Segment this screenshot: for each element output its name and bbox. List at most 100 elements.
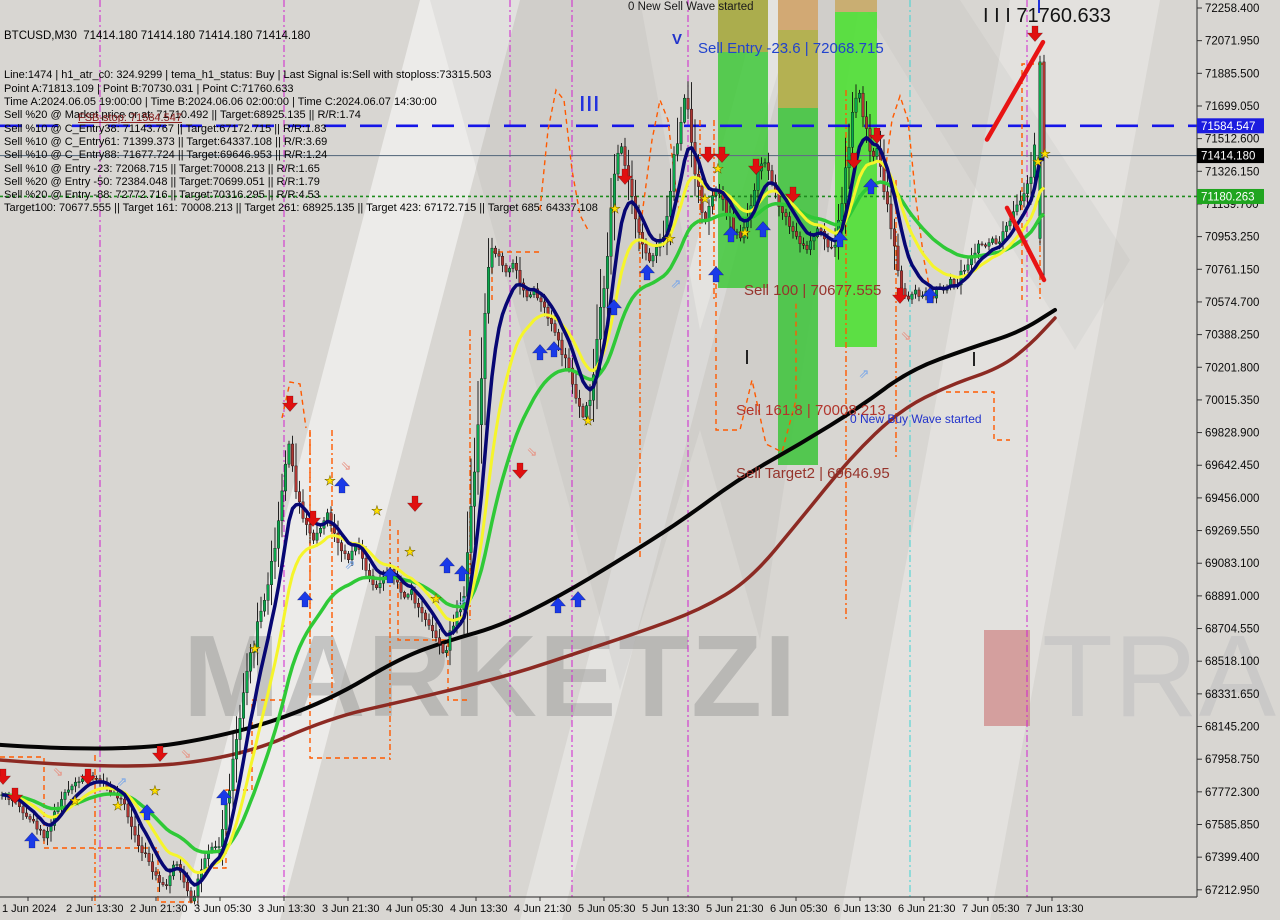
star-signal-icon[interactable]: ★ bbox=[712, 161, 724, 177]
candle-body bbox=[136, 834, 140, 846]
candle-body bbox=[175, 864, 179, 866]
candle-body bbox=[784, 212, 788, 217]
price-tick-label: 68145.200 bbox=[1205, 722, 1259, 734]
entry-arrow-icon[interactable]: ⇗ bbox=[117, 774, 128, 789]
buy-arrow-icon[interactable] bbox=[23, 832, 41, 849]
candle-body bbox=[599, 307, 603, 340]
chart-annotation[interactable]: 0 New Buy Wave started bbox=[850, 412, 982, 426]
star-signal-icon[interactable]: ★ bbox=[664, 231, 676, 247]
chart-annotation[interactable]: V bbox=[672, 31, 682, 48]
star-signal-icon[interactable]: ★ bbox=[1032, 154, 1044, 170]
time-tick-label: 2 Jun 13:30 bbox=[66, 903, 124, 915]
star-signal-icon[interactable]: ★ bbox=[371, 503, 383, 519]
chart-annotation[interactable]: I I I 71760.633 bbox=[983, 5, 1111, 27]
sell-arrow-icon[interactable] bbox=[699, 146, 717, 163]
entry-arrow-icon[interactable]: ⇗ bbox=[457, 594, 468, 609]
star-signal-icon[interactable]: ★ bbox=[1039, 146, 1051, 162]
buy-arrow-icon[interactable] bbox=[605, 299, 623, 316]
sell-arrow-icon[interactable] bbox=[616, 168, 634, 185]
star-signal-icon[interactable]: ★ bbox=[149, 783, 161, 799]
sell-arrow-icon[interactable] bbox=[151, 745, 169, 762]
buy-arrow-icon[interactable] bbox=[549, 597, 567, 614]
buy-arrow-icon[interactable] bbox=[722, 226, 740, 243]
buy-arrow-icon[interactable] bbox=[438, 557, 456, 574]
candle-body bbox=[980, 243, 984, 246]
entry-arrow-icon[interactable]: ⇗ bbox=[345, 557, 356, 572]
star-signal-icon[interactable]: ★ bbox=[582, 413, 594, 429]
buy-arrow-icon[interactable] bbox=[381, 567, 399, 584]
exit-arrow-icon[interactable]: ⇘ bbox=[341, 458, 352, 473]
buy-arrow-icon[interactable] bbox=[569, 591, 587, 608]
star-signal-icon[interactable]: ★ bbox=[404, 544, 416, 560]
candle-body bbox=[1015, 204, 1019, 212]
exit-arrow-icon[interactable]: ⇘ bbox=[53, 764, 64, 779]
price-tick-label: 67772.300 bbox=[1205, 787, 1259, 799]
candle-body bbox=[900, 270, 904, 289]
candle-body bbox=[270, 561, 274, 585]
chart-annotation[interactable]: Sell Entry -23.6 | 72068.715 bbox=[698, 40, 884, 57]
exit-arrow-icon[interactable]: ⇘ bbox=[527, 444, 538, 459]
sell-arrow-icon[interactable] bbox=[868, 127, 886, 144]
sell-arrow-icon[interactable] bbox=[784, 186, 802, 203]
buy-arrow-icon[interactable] bbox=[296, 591, 314, 608]
candle-body bbox=[427, 619, 431, 626]
buy-arrow-icon[interactable] bbox=[453, 565, 471, 582]
candle-body bbox=[858, 92, 862, 99]
buy-arrow-icon[interactable] bbox=[215, 789, 233, 806]
sell-arrow-icon[interactable] bbox=[891, 287, 909, 304]
entry-arrow-icon[interactable]: ⇗ bbox=[859, 366, 870, 381]
sell-arrow-icon[interactable] bbox=[304, 510, 322, 527]
chart-annotation[interactable]: Sell 161.8 | 70008.213 bbox=[736, 402, 886, 419]
buy-arrow-icon[interactable] bbox=[545, 341, 563, 358]
chart-annotation[interactable]: Sell 100 | 70677.555 bbox=[744, 282, 881, 299]
candle-body bbox=[231, 758, 235, 791]
entry-arrow-icon[interactable]: ⇗ bbox=[671, 276, 682, 291]
buy-arrow-icon[interactable] bbox=[921, 287, 939, 304]
candle-body bbox=[914, 289, 918, 295]
buy-arrow-icon[interactable] bbox=[531, 344, 549, 361]
chart-annotation[interactable]: Sell Target2 | 69646.95 bbox=[736, 465, 890, 482]
candle-body bbox=[248, 652, 252, 672]
ma-yellow bbox=[1, 159, 1046, 875]
watermark-brand-text: MARKETZI bbox=[183, 611, 798, 741]
sell-arrow-icon[interactable] bbox=[281, 395, 299, 412]
sell-arrow-icon[interactable] bbox=[406, 495, 424, 512]
buy-arrow-icon[interactable] bbox=[638, 264, 656, 281]
buy-arrow-icon[interactable] bbox=[333, 477, 351, 494]
sell-arrow-icon[interactable] bbox=[0, 768, 12, 785]
price-tick-label: 68331.650 bbox=[1205, 689, 1259, 701]
candle-body bbox=[340, 542, 344, 552]
buy-arrow-icon[interactable] bbox=[138, 804, 156, 821]
star-signal-icon[interactable]: ★ bbox=[324, 473, 336, 489]
sell-arrow-icon[interactable] bbox=[713, 146, 731, 163]
star-signal-icon[interactable]: ★ bbox=[609, 201, 621, 217]
chart-annotation[interactable]: 0 New Sell Wave started bbox=[628, 1, 753, 13]
sell-arrow-icon[interactable] bbox=[79, 768, 97, 785]
sell-arrow-icon[interactable] bbox=[845, 152, 863, 169]
exit-arrow-icon[interactable]: ⇘ bbox=[181, 746, 192, 761]
exit-arrow-icon[interactable]: ⇘ bbox=[901, 328, 912, 343]
buy-arrow-icon[interactable] bbox=[707, 266, 725, 283]
time-tick-label: 3 Jun 13:30 bbox=[258, 903, 316, 915]
info-line: Sell %20 @ Entry -88: 72772.716 || Targe… bbox=[4, 189, 320, 202]
sell-arrow-icon[interactable] bbox=[6, 787, 24, 804]
star-signal-icon[interactable]: ★ bbox=[699, 191, 711, 207]
buy-arrow-icon[interactable] bbox=[754, 221, 772, 238]
star-signal-icon[interactable]: ★ bbox=[430, 591, 442, 607]
sell-arrow-icon[interactable] bbox=[1026, 25, 1044, 42]
sell-arrow-icon[interactable] bbox=[747, 158, 765, 175]
buy-arrow-icon[interactable] bbox=[831, 231, 849, 248]
signal-zone-cap bbox=[835, 0, 877, 12]
star-signal-icon[interactable]: ★ bbox=[112, 798, 124, 814]
candle-body bbox=[998, 241, 1002, 244]
star-signal-icon[interactable]: ★ bbox=[249, 641, 261, 657]
candle-body bbox=[252, 647, 256, 653]
buy-arrow-icon[interactable] bbox=[862, 178, 880, 195]
candle-body bbox=[686, 97, 690, 110]
sell-arrow-icon[interactable] bbox=[511, 462, 529, 479]
star-signal-icon[interactable]: ★ bbox=[69, 793, 81, 809]
candle-body bbox=[875, 148, 879, 157]
star-signal-icon[interactable]: ★ bbox=[739, 225, 751, 241]
